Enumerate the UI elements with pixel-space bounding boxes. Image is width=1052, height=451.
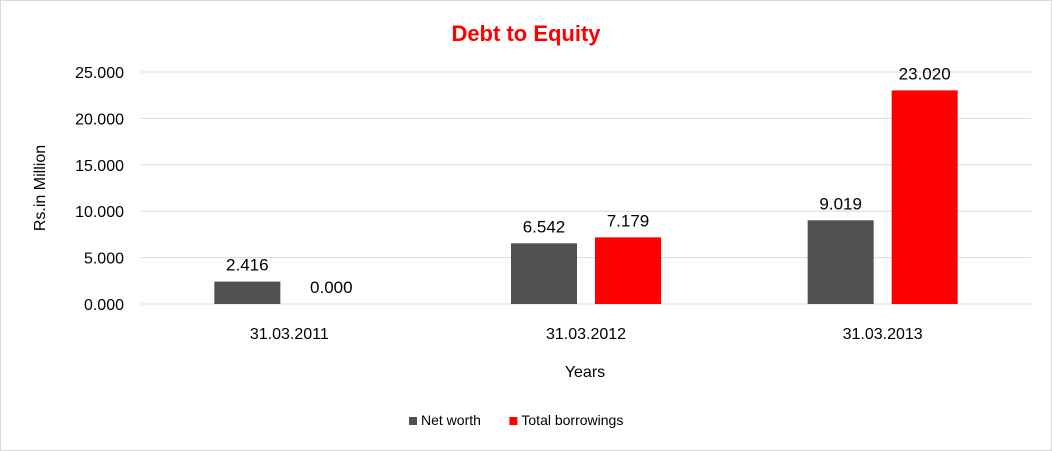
y-axis-title: Rs.in Million (32, 145, 49, 231)
y-tick-label: 5.000 (84, 251, 124, 268)
bar (807, 220, 874, 304)
bar (891, 90, 958, 305)
bar (595, 237, 661, 304)
legend: Net worth Total borrowings (409, 412, 623, 428)
data-labels: 2.416 0.000 6.542 7.179 9.019 23.020 (226, 64, 951, 297)
x-axis-title: Years (565, 364, 605, 381)
bar (511, 243, 577, 304)
y-tick-label: 10.000 (75, 204, 124, 221)
y-tick-label: 15.000 (75, 158, 124, 175)
legend-label: Total borrowings (521, 412, 623, 428)
x-axis-ticks: 31.03.2011 31.03.2012 31.03.2013 (250, 326, 923, 343)
data-label: 2.416 (226, 256, 269, 275)
data-label: 6.542 (523, 217, 566, 236)
legend-swatch (409, 417, 417, 425)
y-axis-ticks: 0.000 5.000 10.000 15.000 20.000 25.000 (75, 65, 124, 314)
legend-swatch (509, 417, 518, 425)
chart-title: Debt to Equity (451, 21, 601, 46)
data-label: 23.020 (899, 64, 951, 83)
data-label: 0.000 (310, 278, 353, 297)
legend-label: Net worth (421, 412, 481, 428)
gridlines (141, 71, 1031, 305)
x-tick-label: 31.03.2011 (250, 326, 329, 343)
y-tick-label: 20.000 (75, 111, 124, 128)
bar (214, 281, 281, 304)
y-tick-label: 0.000 (84, 297, 124, 314)
x-tick-label: 31.03.2013 (843, 326, 923, 343)
data-label: 7.179 (607, 211, 650, 230)
y-tick-label: 25.000 (75, 65, 124, 82)
x-tick-label: 31.03.2012 (546, 326, 626, 343)
bars (214, 90, 958, 305)
data-label: 9.019 (819, 194, 862, 213)
